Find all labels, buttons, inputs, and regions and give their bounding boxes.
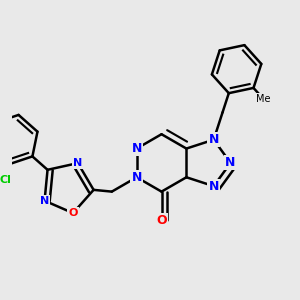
Text: N: N	[131, 171, 142, 184]
Text: O: O	[156, 214, 167, 227]
Text: N: N	[208, 133, 219, 146]
Text: N: N	[208, 180, 219, 193]
Text: N: N	[225, 156, 236, 170]
Text: O: O	[68, 208, 78, 218]
Text: N: N	[131, 142, 142, 155]
Text: N: N	[73, 158, 83, 168]
Text: Cl: Cl	[0, 175, 11, 185]
Text: N: N	[40, 196, 49, 206]
Text: Me: Me	[256, 94, 270, 103]
